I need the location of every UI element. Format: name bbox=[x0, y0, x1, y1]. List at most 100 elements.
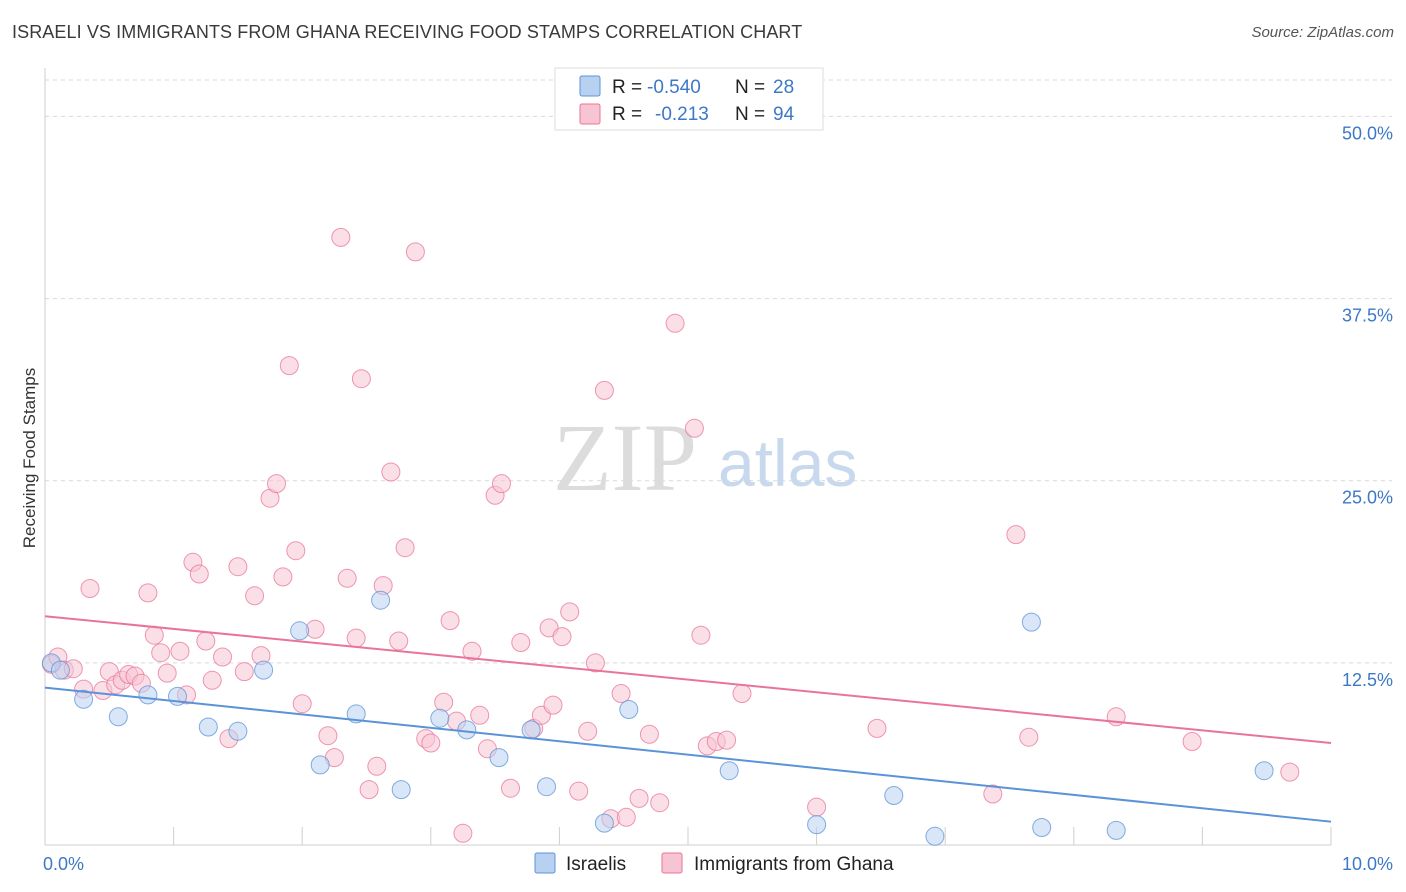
ghana-point-54 bbox=[453, 823, 473, 843]
ghana-point-22 bbox=[202, 670, 222, 690]
y-tick-label-1: 25.0% bbox=[1342, 488, 1393, 508]
ghana-point-42 bbox=[359, 780, 379, 800]
israelis-point-22 bbox=[807, 815, 827, 835]
ghana-point-65 bbox=[543, 695, 563, 715]
israelis-point-15 bbox=[457, 720, 477, 740]
ghana-point-26 bbox=[234, 662, 254, 682]
israelis-point-12 bbox=[371, 590, 391, 610]
legend-n-label-israelis: N = bbox=[735, 77, 765, 98]
axes bbox=[44, 68, 1332, 846]
ghana-point-52 bbox=[440, 611, 460, 631]
y-axis-title: Receiving Food Stamps bbox=[20, 368, 39, 548]
israelis-point-17 bbox=[521, 720, 541, 740]
ghana-point-32 bbox=[279, 356, 299, 376]
bottom-legend-swatch-israelis bbox=[534, 852, 556, 874]
ghana-point-41 bbox=[351, 369, 371, 389]
ghana-point-88 bbox=[1006, 525, 1026, 545]
ghana-point-68 bbox=[569, 781, 589, 801]
israelis-point-26 bbox=[1032, 818, 1052, 837]
data-points bbox=[41, 227, 1300, 846]
israelis-point-9 bbox=[290, 621, 310, 641]
legend-n-value-ghana: 94 bbox=[773, 104, 795, 125]
ghana-point-31 bbox=[273, 567, 293, 587]
x-tick-labels: 0.0% 10.0% bbox=[43, 854, 1393, 874]
legend-swatch-israelis bbox=[579, 75, 601, 97]
ghana-point-47 bbox=[395, 538, 415, 558]
israelis-point-14 bbox=[430, 708, 450, 728]
bottom-legend-label-israelis: Israelis bbox=[566, 854, 626, 875]
ghana-point-14 bbox=[144, 625, 164, 645]
israelis-point-13 bbox=[391, 780, 411, 800]
ghana-point-75 bbox=[629, 788, 649, 808]
y-tick-label-0: 12.5% bbox=[1342, 670, 1393, 690]
israelis-point-4 bbox=[138, 685, 158, 705]
bottom-legend-swatch-ghana bbox=[661, 852, 683, 874]
israelis-point-19 bbox=[594, 813, 614, 833]
ghana-point-59 bbox=[492, 474, 511, 494]
ghana-point-66 bbox=[552, 627, 572, 647]
ghana-point-91 bbox=[1182, 732, 1202, 751]
bottom-legend-label-ghana: Immigrants from Ghana bbox=[694, 854, 894, 875]
israelis-point-27 bbox=[1106, 820, 1126, 840]
israelis-point-8 bbox=[254, 660, 274, 680]
ghana-point-46 bbox=[389, 631, 409, 651]
ghana-point-60 bbox=[501, 778, 520, 798]
ghana-point-48 bbox=[405, 242, 425, 262]
ghana-point-23 bbox=[213, 647, 232, 667]
ghana-point-27 bbox=[245, 586, 265, 606]
ghana-point-39 bbox=[337, 568, 357, 588]
israelis-point-3 bbox=[108, 707, 128, 727]
y-tick-label-3: 50.0% bbox=[1342, 123, 1393, 143]
israelis-point-7 bbox=[228, 721, 248, 741]
ghana-point-33 bbox=[286, 541, 306, 561]
israelis-point-28 bbox=[1254, 761, 1274, 781]
ghana-point-17 bbox=[170, 641, 190, 661]
ghana-point-71 bbox=[594, 380, 614, 400]
israelis-point-1 bbox=[50, 660, 70, 680]
ghana-point-45 bbox=[381, 462, 401, 482]
ghana-point-87 bbox=[983, 784, 1003, 804]
ghana-point-74 bbox=[616, 807, 636, 827]
ghana-point-5 bbox=[80, 579, 100, 598]
ghana-point-83 bbox=[717, 730, 737, 750]
trend-lines bbox=[44, 615, 1332, 823]
ghana-point-40 bbox=[346, 628, 366, 648]
ghana-point-20 bbox=[189, 564, 209, 584]
ghana-point-78 bbox=[665, 313, 685, 333]
x-tick-label-min: 0.0% bbox=[43, 854, 84, 874]
legend-swatch-ghana bbox=[579, 103, 601, 125]
legend-n-value-israelis: 28 bbox=[773, 77, 794, 98]
ghana-point-51 bbox=[434, 692, 454, 712]
grid-lines bbox=[45, 79, 1392, 664]
ghana-point-21 bbox=[196, 631, 216, 651]
israelis-trend-line bbox=[44, 686, 1332, 823]
ghana-point-50 bbox=[421, 733, 441, 753]
ghana-point-70 bbox=[585, 653, 605, 673]
ghana-point-80 bbox=[691, 625, 711, 645]
ghana-point-13 bbox=[138, 583, 158, 603]
ghana-point-30 bbox=[267, 474, 286, 494]
watermark-atlas: atlas bbox=[718, 426, 857, 500]
series-legend: Israelis Immigrants from Ghana bbox=[534, 852, 894, 875]
x-tick-label-max: 10.0% bbox=[1342, 854, 1393, 874]
legend-r-label-ghana: R = bbox=[612, 104, 642, 125]
ghana-point-92 bbox=[1280, 762, 1300, 782]
ghana-point-15 bbox=[151, 643, 171, 663]
y-tick-labels: 12.5% 25.0% 37.5% 50.0% bbox=[1342, 123, 1393, 689]
ghana-point-73 bbox=[611, 684, 631, 703]
legend-n-label-ghana: N = bbox=[735, 104, 765, 125]
israelis-point-21 bbox=[719, 761, 739, 781]
ghana-point-86 bbox=[867, 718, 887, 738]
legend-r-value-israelis: -0.540 bbox=[647, 77, 701, 98]
israelis-point-23 bbox=[884, 786, 904, 805]
watermark-zip: ZIP bbox=[553, 404, 697, 511]
israelis-point-2 bbox=[74, 689, 94, 709]
ghana-point-84 bbox=[732, 684, 752, 703]
legend-r-value-ghana: -0.213 bbox=[655, 104, 709, 125]
correlation-legend: R = -0.540 N = 28 R = -0.213 N = 94 bbox=[554, 67, 824, 131]
ghana-point-55 bbox=[462, 641, 482, 661]
israelis-point-24 bbox=[925, 826, 945, 846]
israelis-point-10 bbox=[310, 755, 330, 775]
ghana-point-89 bbox=[1019, 727, 1039, 747]
